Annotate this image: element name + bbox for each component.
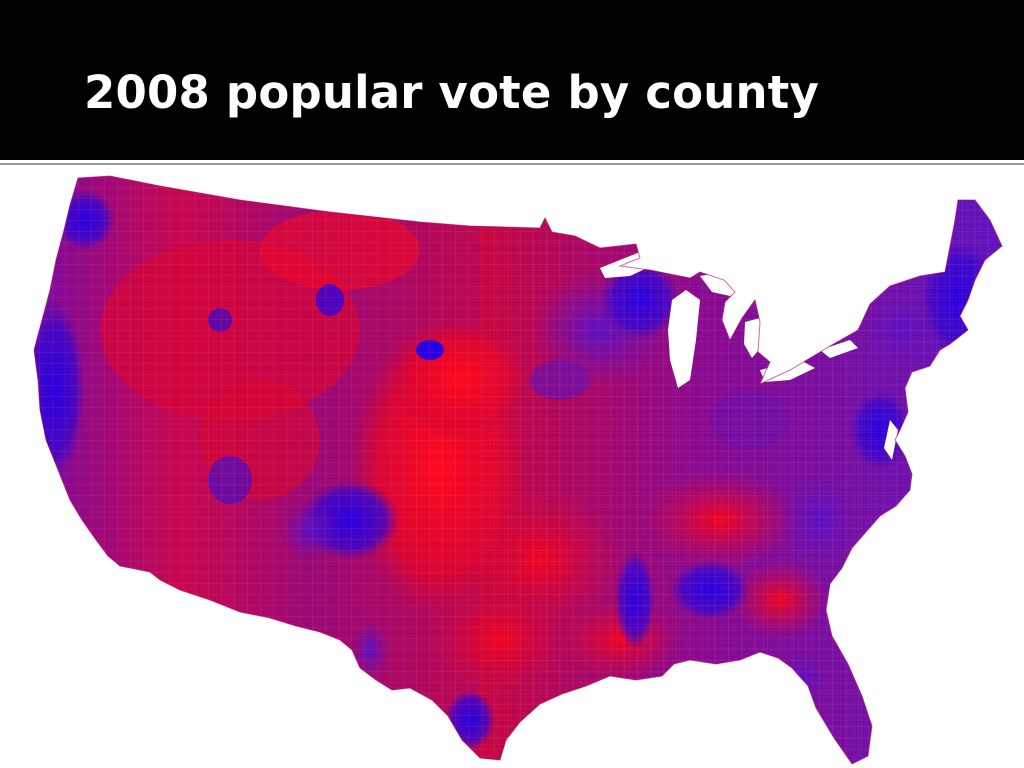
county-fill-layer — [34, 176, 1002, 764]
county-vote-map — [0, 165, 1024, 768]
slide-title: 2008 popular vote by county — [84, 66, 820, 119]
us-county-map-svg — [33, 175, 1003, 765]
title-divider-white — [0, 160, 1024, 163]
great-lakes — [600, 252, 898, 460]
title-divider-gray — [0, 163, 1024, 165]
title-bar: 2008 popular vote by county — [0, 0, 1024, 160]
